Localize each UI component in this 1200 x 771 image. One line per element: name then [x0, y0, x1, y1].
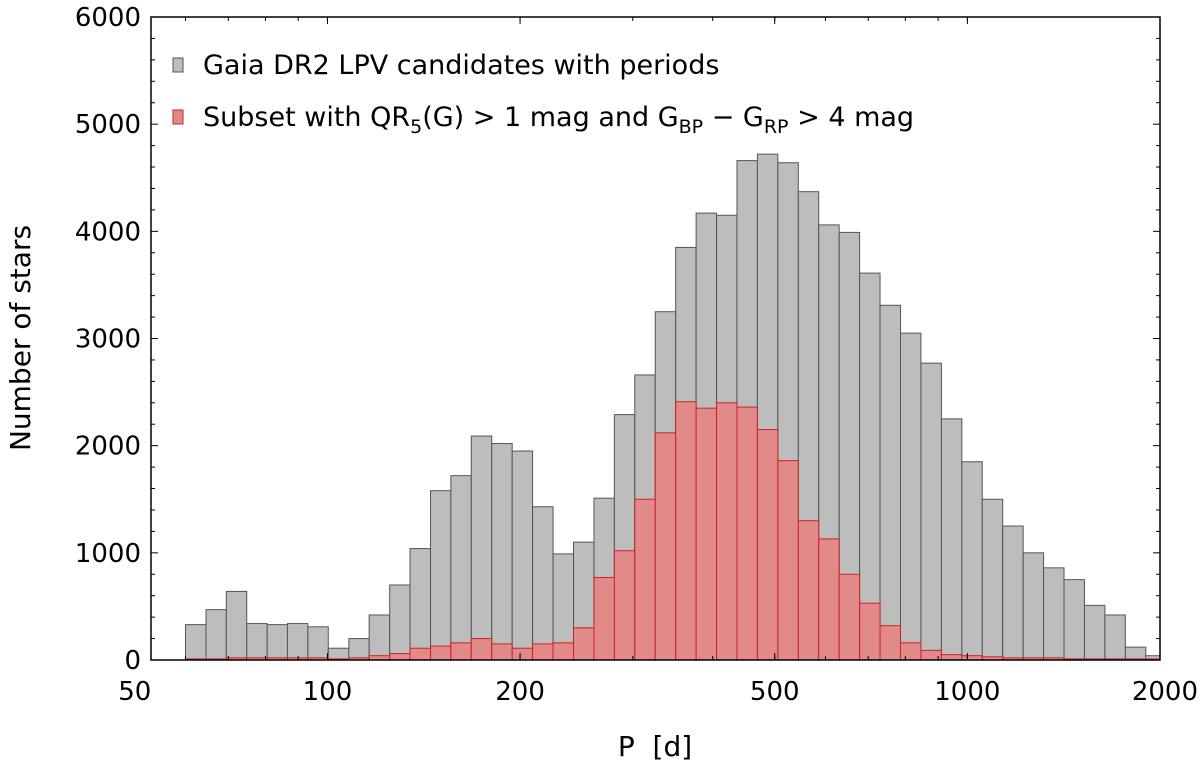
x-tick-label: 100	[303, 677, 353, 707]
gray-bar	[266, 624, 288, 661]
red-bar	[716, 402, 738, 661]
red-bar	[675, 401, 697, 661]
y-tick-label: 6000	[75, 3, 141, 33]
red-bar	[389, 653, 411, 661]
gray-bar	[900, 332, 922, 661]
gray-bar	[225, 590, 248, 661]
red-bar	[859, 602, 881, 661]
gray-bar	[1043, 567, 1065, 661]
y-tick-label: 5000	[75, 110, 141, 140]
gray-bar	[532, 506, 554, 661]
y-axis-label: Number of stars	[4, 225, 37, 451]
x-axis-label: P [d]	[618, 730, 692, 763]
gray-bar	[1002, 525, 1024, 661]
red-bar	[838, 573, 861, 661]
y-tick-label: 4000	[75, 217, 141, 247]
red-bar	[450, 642, 472, 661]
gray-bar	[430, 490, 452, 661]
gray-bar	[511, 450, 534, 661]
x-axis-ticks: 50 100 200 500 1000 2000	[118, 17, 1198, 707]
gray-bar	[205, 609, 227, 661]
gray-bar	[246, 623, 268, 661]
red-bar	[654, 432, 677, 661]
gray-bar	[879, 304, 902, 661]
gray-bar	[859, 272, 881, 661]
gray-bar	[184, 624, 207, 661]
red-bar	[532, 643, 554, 661]
gray-bar	[389, 584, 411, 661]
gray-bar	[920, 362, 942, 661]
gray-bar	[1022, 552, 1045, 661]
legend-gray-swatch	[172, 57, 184, 73]
gray-bar	[450, 475, 472, 661]
gray-bar	[327, 647, 350, 661]
red-bar	[409, 647, 432, 661]
red-bar	[613, 550, 636, 661]
legend-red-swatch	[172, 109, 184, 125]
gray-bar	[1083, 604, 1106, 661]
red-bar	[756, 429, 779, 661]
x-tick-label: 1000	[934, 677, 1000, 707]
legend-label-gray: Gaia DR2 LPV candidates with periods	[203, 50, 719, 81]
red-bar	[593, 576, 615, 661]
gray-bar	[348, 638, 370, 661]
gray-bar	[1104, 614, 1126, 661]
gray-bar	[307, 626, 329, 661]
red-bar	[430, 645, 452, 661]
red-bar	[940, 654, 963, 661]
gray-bar	[1063, 579, 1085, 661]
red-bar	[777, 460, 799, 661]
red-bar	[879, 625, 902, 661]
red-bar	[695, 407, 718, 661]
gray-bar	[961, 461, 983, 661]
y-axis-ticks: 0 1000 2000 3000 4000 5000 6000	[75, 3, 1160, 676]
gray-bar	[1124, 646, 1147, 661]
y-tick-label: 2000	[75, 432, 141, 462]
gray-bar	[409, 548, 432, 661]
red-bar	[470, 638, 493, 661]
red-bar	[552, 642, 575, 661]
gray-bar	[286, 623, 309, 661]
y-tick-label: 0	[124, 646, 141, 676]
red-bar	[634, 498, 656, 661]
red-bar	[573, 627, 595, 661]
red-bar	[818, 538, 840, 661]
x-tick-label: 2000	[1132, 677, 1198, 707]
y-tick-label: 3000	[75, 325, 141, 355]
gray-bar	[940, 418, 963, 661]
red-bar	[736, 406, 758, 661]
y-tick-label: 1000	[75, 539, 141, 569]
red-bar	[491, 643, 513, 661]
legend-label-red: Subset with QR5(G) > 1 mag and GBP − GRP…	[203, 102, 914, 138]
red-bar	[511, 647, 534, 661]
gray-bars-series	[184, 153, 1161, 661]
x-tick-label: 200	[495, 677, 545, 707]
gray-bar	[470, 435, 493, 661]
x-tick-label: 50	[118, 677, 151, 707]
x-tick-label: 500	[750, 677, 800, 707]
red-bar	[797, 520, 820, 661]
red-bar	[900, 642, 922, 661]
gray-bar	[491, 443, 513, 661]
legend: Gaia DR2 LPV candidates with periods Sub…	[172, 50, 914, 138]
gray-bar	[368, 614, 391, 661]
gray-bar	[981, 498, 1004, 661]
